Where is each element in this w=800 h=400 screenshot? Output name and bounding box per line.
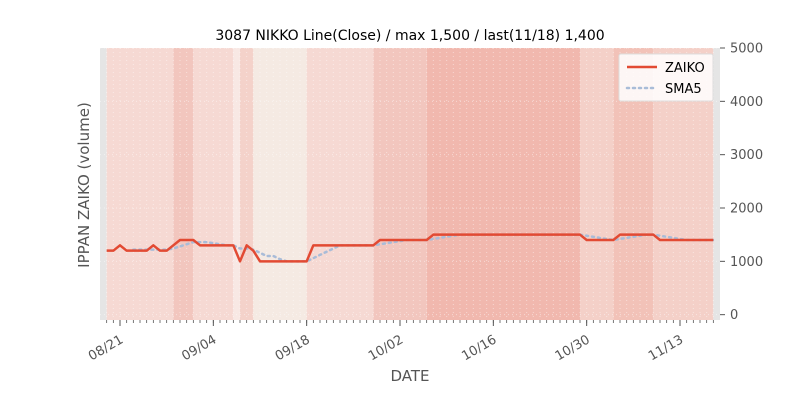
background-band-10 <box>580 48 614 320</box>
background-bands <box>100 48 720 320</box>
background-band-4 <box>233 48 240 320</box>
background-band-9 <box>426 48 580 320</box>
y-axis: 0 1000 2000 3000 4000 5000 <box>720 42 763 323</box>
legend-label-sma5: SMA5 <box>665 82 702 97</box>
y-tick-label: 3000 <box>730 148 763 163</box>
x-tick-label: 10/16 <box>459 332 499 364</box>
background-band-13 <box>713 48 720 320</box>
legend-label-zaiko: ZAIKO <box>665 61 705 76</box>
background-band-2 <box>173 48 194 320</box>
series-layer <box>106 233 715 263</box>
background-band-0 <box>100 48 107 320</box>
series-line-zaiko <box>106 233 714 263</box>
x-tick-label: 09/18 <box>273 332 313 364</box>
background-band-1 <box>106 48 174 320</box>
x-axis: 08/21 09/04 09/18 10/02 10/16 10/30 11/13 <box>86 320 714 364</box>
background-band-7 <box>306 48 374 320</box>
x-tick-label: 10/30 <box>553 332 593 364</box>
x-axis-label: DATE <box>390 367 429 385</box>
y-tick-label: 2000 <box>730 202 763 217</box>
x-tick-label: 09/04 <box>179 332 219 364</box>
y-tick-label: 1000 <box>730 255 763 270</box>
y-axis-label: IPPAN ZAIKO (volume) <box>75 102 93 268</box>
y-tick-label: 4000 <box>730 95 763 110</box>
background-band-6 <box>253 48 307 320</box>
x-tick-label: 11/13 <box>646 332 686 364</box>
background-band-3 <box>193 48 234 320</box>
x-tick-label: 08/21 <box>86 332 126 364</box>
background-band-8 <box>373 48 427 320</box>
x-tick-label: 10/02 <box>366 332 406 364</box>
y-tick-label: 0 <box>730 308 738 323</box>
chart-title: 3087 NIKKO Line(Close) / max 1,500 / las… <box>215 28 604 44</box>
y-tick-label: 5000 <box>730 42 763 57</box>
legend: ZAIKO SMA5 <box>618 53 714 102</box>
grid-lines <box>100 47 720 320</box>
